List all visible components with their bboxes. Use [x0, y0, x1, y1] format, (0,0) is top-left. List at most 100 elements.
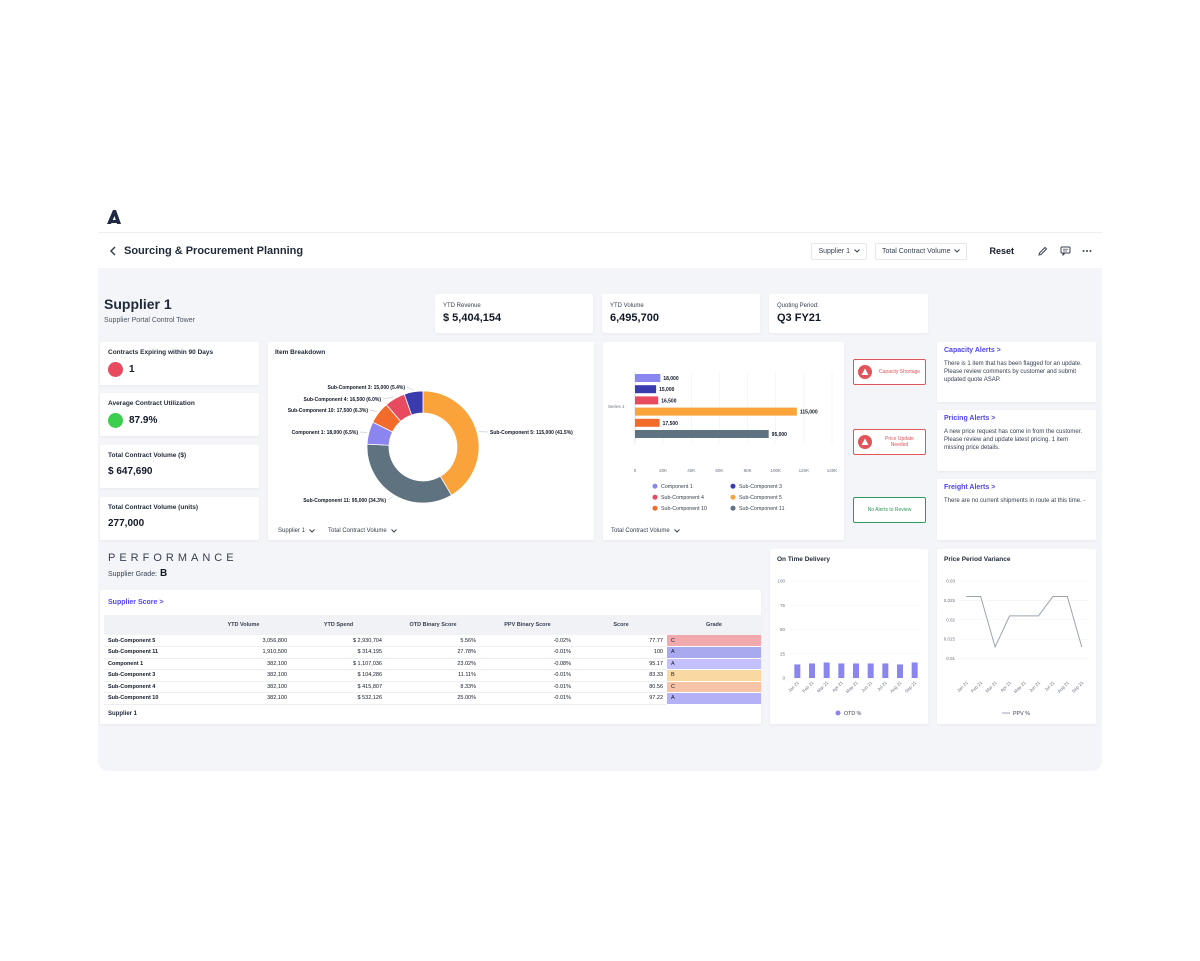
row-spend: $ 415,807: [291, 681, 386, 693]
bar[interactable]: [635, 430, 769, 438]
row-score: 83.33: [575, 669, 667, 682]
legend-label: PPV %: [1013, 711, 1030, 717]
chevron-down-icon: [854, 249, 860, 253]
bar[interactable]: [635, 407, 797, 416]
volume-bar-card: 0 20K 40K 60K 80K 100K 120K 140K Series 1 18,000 1…: [603, 342, 844, 540]
comment-icon[interactable]: [1058, 244, 1072, 258]
capacity-alerts-link[interactable]: Capacity Alerts >: [944, 347, 1001, 354]
row-name: Sub-Component 5: [104, 635, 196, 647]
x-tick-label: Jan 21: [787, 680, 800, 693]
bar[interactable]: [635, 418, 660, 427]
y-tick-label: 0.03: [946, 579, 955, 584]
legend-label: Sub-Component 11: [739, 506, 785, 512]
bar[interactable]: [809, 663, 815, 678]
warning-icon: [857, 365, 872, 379]
row-spend: $ 1,107,036: [291, 658, 386, 670]
x-tick-label: Mar 21: [816, 680, 830, 694]
y-tick-label: 0.01: [946, 656, 955, 661]
row-spend: $ 532,126: [291, 692, 386, 705]
kpi-card-quoting-period: Quoting Period: Q3 FY21: [769, 294, 928, 333]
row-name: Sub-Component 11: [104, 646, 196, 659]
table-row[interactable]: Component 1 382,100 $ 1,107,036 23.02% -0.08…: [104, 658, 761, 670]
reset-button[interactable]: Reset: [989, 246, 1014, 256]
edit-pencil-icon[interactable]: [1036, 244, 1050, 258]
y-tick-label: 50: [780, 627, 786, 632]
column-header-ppv[interactable]: PPV Binary Score: [480, 615, 575, 635]
legend-label: Component 1: [661, 484, 693, 490]
bar-value-label: 15,000: [659, 387, 675, 393]
slice-label: Component 1: 18,000 (6.5%): [292, 430, 359, 436]
x-tick-label: Jan 21: [956, 680, 969, 693]
dropdown-label: Supplier 1: [278, 528, 306, 534]
capacity-shortage-button[interactable]: Capacity Shortage: [853, 359, 926, 385]
column-header-grade[interactable]: Grade: [667, 615, 761, 635]
metric-value: 87.9%: [129, 415, 158, 426]
bar[interactable]: [882, 663, 889, 678]
row-score: 77.77: [575, 635, 667, 647]
bar[interactable]: [853, 663, 859, 678]
topbar-divider: [98, 232, 1102, 233]
legend-swatch: [652, 494, 658, 500]
ppv-line-chart: 0.03 0.025 0.02 0.015 0.01 Jan 21 Feb 21 Mar 21…: [944, 579, 1089, 717]
price-variance-card: Price Period Variance 0.03 0.025 0.02 0.015…: [937, 549, 1096, 724]
supplier-dropdown[interactable]: Supplier 1: [811, 242, 867, 260]
no-alerts-button[interactable]: No Alerts to Review: [853, 497, 926, 523]
row-spend: $ 2,930,704: [291, 635, 386, 647]
pricing-alerts-link[interactable]: Pricing Alerts >: [944, 415, 996, 422]
donut-slice[interactable]: [403, 390, 424, 416]
column-header-otd[interactable]: OTD Binary Score: [386, 615, 480, 635]
no-alerts-label: No Alerts to Review: [867, 506, 912, 513]
row-grade: A: [667, 692, 761, 705]
row-otd: 11.11%: [386, 669, 480, 682]
supplier-name: Supplier 1: [104, 296, 172, 312]
column-header-score[interactable]: Score: [575, 615, 667, 635]
donut-slice[interactable]: [366, 443, 453, 504]
breakdown-metric-dropdown[interactable]: Total Contract Volume: [322, 524, 403, 538]
slice-label: Sub-Component 4: 16,500 (6.0%): [303, 397, 381, 403]
donut-chart: Sub-Component 5: 115,000 (41.5%) Sub-Comp…: [288, 385, 573, 504]
bar[interactable]: [838, 663, 845, 678]
capacity-alerts-card: Capacity Alerts > There is 1 item that h…: [937, 342, 1096, 402]
row-volume: 382,100: [196, 681, 291, 693]
metric-label: Contracts Expiring within 90 Days: [108, 349, 214, 356]
table-row[interactable]: Sub-Component 3 382,100 $ 104,286 11.11% -0.…: [104, 669, 761, 682]
table-row[interactable]: Sub-Component 10 382,100 $ 532,126 25.00% -0…: [104, 692, 761, 705]
bar-metric-dropdown[interactable]: Total Contract Volume: [605, 524, 686, 538]
row-volume: 3,056,800: [196, 635, 291, 647]
bar[interactable]: [794, 664, 801, 678]
metric-dropdown[interactable]: Total Contract Volume: [875, 242, 968, 260]
bar[interactable]: [897, 664, 903, 678]
column-header-volume[interactable]: YTD Volume: [196, 615, 291, 635]
legend-label: Sub-Component 3: [739, 484, 782, 490]
bar[interactable]: [635, 396, 659, 405]
freight-alerts-link[interactable]: Freight Alerts >: [944, 484, 996, 491]
supplier-score-card: Supplier Score > YTD Volume YTD Spend OT…: [100, 590, 761, 724]
table-row[interactable]: Sub-Component 5 3,056,800 $ 2,930,704 5.56%…: [104, 635, 761, 647]
bar-value-label: 115,000: [800, 410, 818, 416]
bar[interactable]: [823, 662, 830, 678]
back-chevron-icon[interactable]: [104, 242, 122, 260]
supplier-dropdown-label: Supplier 1: [818, 247, 850, 255]
bar[interactable]: [635, 385, 657, 394]
row-ppv: -0.01%: [480, 669, 575, 682]
bar-value-label: 18,000: [663, 376, 679, 382]
performance-heading: PERFORMANCE: [108, 552, 238, 564]
more-options-icon[interactable]: [1080, 244, 1094, 258]
donut-slice[interactable]: [422, 390, 480, 496]
legend-label: Sub-Component 10: [661, 506, 707, 512]
bar[interactable]: [911, 662, 918, 678]
bar[interactable]: [635, 374, 661, 382]
breakdown-supplier-dropdown[interactable]: Supplier 1: [272, 524, 322, 538]
supplier-score-table: YTD Volume YTD Spend OTD Binary Score PP…: [104, 615, 761, 705]
legend-swatch: [652, 505, 658, 511]
kpi-label: YTD Volume: [610, 303, 644, 309]
table-row[interactable]: Sub-Component 4 382,100 $ 415,807 8.33% -0.0…: [104, 681, 761, 693]
bar[interactable]: [867, 663, 874, 678]
ppv-line[interactable]: [966, 596, 1083, 649]
supplier-score-link[interactable]: Supplier Score >: [108, 599, 164, 606]
column-header-spend[interactable]: YTD Spend: [291, 615, 386, 635]
x-tick-label: Jul 21: [1044, 680, 1056, 692]
table-row[interactable]: Sub-Component 11 1,910,500 $ 314,195 27.78%…: [104, 646, 761, 659]
row-volume: 382,100: [196, 658, 291, 670]
price-update-button[interactable]: Price Update Needed: [853, 429, 926, 455]
